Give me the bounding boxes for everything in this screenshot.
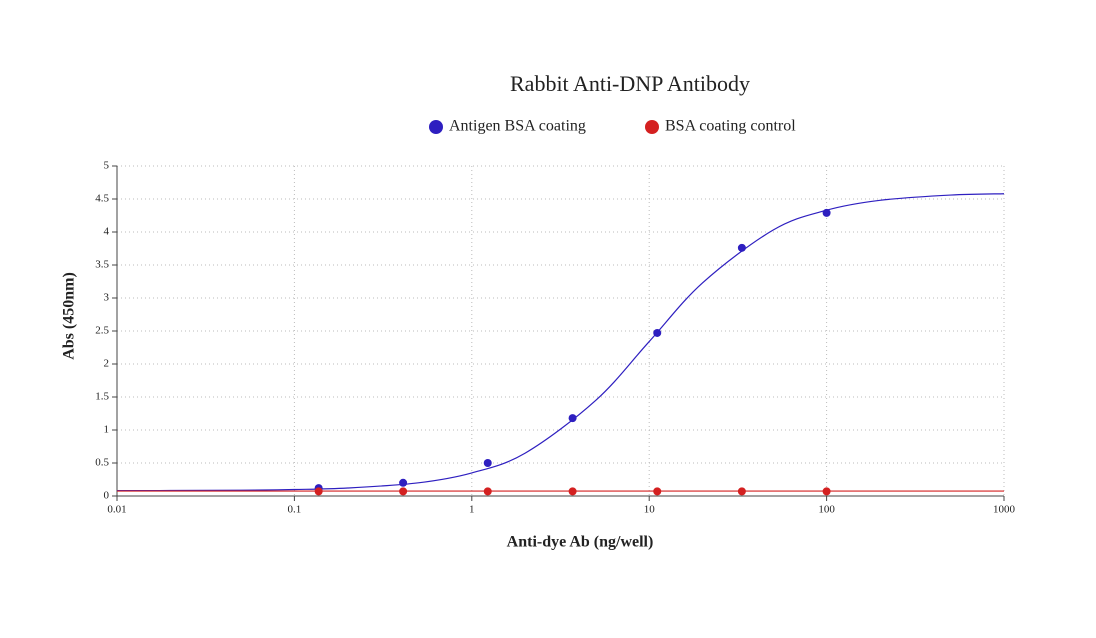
x-axis-label: Anti-dye Ab (ng/well) xyxy=(507,534,654,551)
y-tick-label: 0 xyxy=(104,490,110,502)
data-point xyxy=(483,487,492,496)
x-tick-label: 1000 xyxy=(993,504,1016,516)
legend-label: BSA coating control xyxy=(665,118,796,135)
x-tick-label: 0.01 xyxy=(107,504,126,516)
data-point xyxy=(653,487,662,496)
x-tick-label: 1 xyxy=(469,504,475,516)
data-point xyxy=(568,487,577,496)
data-point xyxy=(822,487,831,496)
y-tick-label: 2.5 xyxy=(95,325,109,337)
data-point xyxy=(399,478,408,487)
fit-line xyxy=(116,193,1005,492)
data-point xyxy=(737,243,746,252)
chart-title: Rabbit Anti-DNP Antibody xyxy=(510,71,750,96)
legend-marker xyxy=(429,120,443,134)
data-point xyxy=(399,487,408,496)
y-tick-label: 0.5 xyxy=(95,457,109,469)
y-tick-label: 2 xyxy=(104,358,110,370)
data-point xyxy=(568,414,577,423)
data-point xyxy=(737,487,746,496)
data-point xyxy=(314,487,323,496)
x-tick-label: 100 xyxy=(818,504,835,516)
y-tick-label: 1 xyxy=(104,424,110,436)
legend-label: Antigen BSA coating xyxy=(449,118,586,135)
data-point xyxy=(822,208,831,217)
data-point xyxy=(483,459,492,467)
legend-marker xyxy=(645,120,659,134)
x-tick-label: 10 xyxy=(644,504,656,516)
y-tick-label: 4 xyxy=(104,226,110,238)
y-tick-label: 5 xyxy=(104,160,110,172)
y-axis-label: Abs (450nm) xyxy=(61,272,78,360)
y-tick-label: 1.5 xyxy=(95,391,109,403)
x-tick-label: 0.1 xyxy=(288,504,302,516)
y-tick-label: 3 xyxy=(104,292,110,304)
y-tick-label: 4.5 xyxy=(95,193,109,205)
y-tick-label: 3.5 xyxy=(95,259,109,271)
data-point xyxy=(653,328,662,337)
